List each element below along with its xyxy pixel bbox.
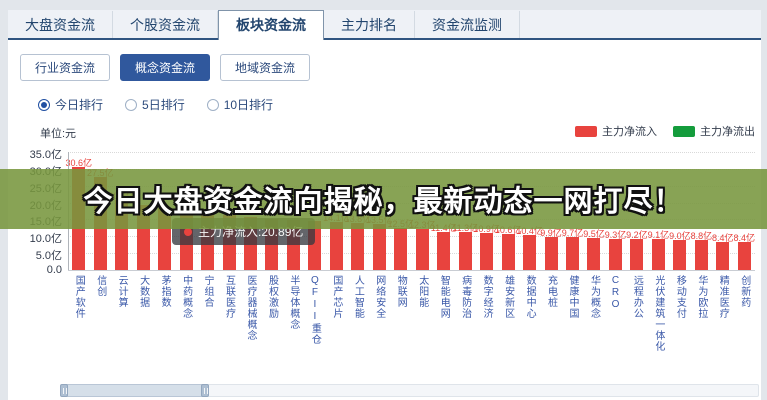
bar-数据中心[interactable] (523, 235, 536, 270)
bar-value-label: 8.4亿 (712, 231, 734, 244)
x-axis-category-label: 信创 (95, 275, 106, 297)
x-axis-category-label: 太阳能 (417, 275, 428, 308)
period-label: 5日排行 (142, 96, 185, 113)
bar-数字经济[interactable] (480, 233, 493, 270)
x-axis-category-label: 医疗器械概念 (245, 275, 256, 341)
x-axis-category-label: 股权激励 (266, 275, 277, 319)
x-axis-category-label: 雄安新区 (503, 275, 514, 319)
x-axis-line (68, 270, 755, 271)
y-axis-tick-label: 5.0亿 (16, 247, 62, 263)
bar-value-label: 9.0亿 (669, 229, 691, 242)
bar-CRO[interactable] (609, 239, 622, 270)
x-axis-category-label: 远程办公 (631, 275, 642, 319)
sub-tab-1[interactable]: 行业资金流 (20, 54, 110, 81)
bar-物联网[interactable] (394, 228, 407, 270)
chart-unit-label: 单位:元 (40, 125, 76, 141)
datazoom-right-handle-icon[interactable] (201, 384, 209, 397)
bar-健康中国[interactable] (566, 237, 579, 270)
main-tab-5[interactable]: 资金流监测 (415, 11, 520, 39)
x-axis-category-label: 充电桩 (546, 275, 557, 308)
bar-病毒防治[interactable] (459, 232, 472, 270)
bar-人工智能[interactable] (351, 223, 364, 270)
radio-icon[interactable] (38, 99, 50, 111)
sub-tab-2[interactable]: 概念资金流 (120, 54, 210, 81)
promo-banner-text: 今日大盘资金流向揭秘，最新动态一网打尽！ (83, 178, 683, 220)
bar-光伏建筑一体化[interactable] (652, 239, 665, 270)
promo-banner-overlay: 今日大盘资金流向揭秘，最新动态一网打尽！ (0, 169, 767, 229)
period-label: 今日排行 (55, 96, 103, 113)
x-axis-category-label: QFII重仓 (309, 275, 320, 345)
bar-华为概念[interactable] (587, 238, 600, 270)
datazoom-window[interactable] (63, 384, 206, 397)
x-axis-category-label: 网络安全 (374, 275, 385, 319)
radio-icon[interactable] (125, 99, 137, 111)
x-axis-category-label: 国产芯片 (331, 275, 342, 319)
x-axis-category-label: 半导体概念 (288, 275, 299, 330)
bar-雄安新区[interactable] (502, 234, 515, 270)
x-axis-category-label: 创新药 (739, 275, 750, 308)
bar-国产芯片[interactable] (330, 222, 343, 270)
x-axis-category-label: 移动支付 (674, 275, 685, 319)
main-tab-3[interactable]: 板块资金流 (218, 10, 324, 40)
gridline (68, 152, 755, 153)
bar-华为欧拉[interactable] (695, 240, 708, 270)
bar-value-label: 9.3亿 (605, 228, 627, 241)
subnav-tabs: 行业资金流概念资金流地域资金流 (20, 54, 320, 81)
x-axis-category-label: 云计算 (116, 275, 127, 308)
bar-创新药[interactable] (738, 242, 751, 270)
legend-label: 主力净流出 (700, 123, 755, 139)
x-axis-category-label: 茅指数 (159, 275, 170, 308)
main-tab-2[interactable]: 个股资金流 (113, 11, 218, 39)
period-option-1[interactable]: 今日排行 (38, 96, 103, 113)
y-axis-tick-label: 10.0亿 (16, 230, 62, 246)
datazoom-scrollbar[interactable] (62, 384, 759, 397)
x-axis-category-label: 互联医疗 (224, 275, 235, 319)
x-axis-category-label: 智能电网 (438, 275, 449, 319)
x-axis-category-label: 人工智能 (352, 275, 363, 319)
period-label: 10日排行 (224, 96, 273, 113)
x-axis-category-label: 光伏建筑一体化 (653, 275, 664, 352)
bar-精准医疗[interactable] (716, 242, 729, 270)
bar-充电桩[interactable] (545, 237, 558, 270)
period-option-3[interactable]: 10日排行 (207, 96, 273, 113)
bar-网络安全[interactable] (373, 224, 386, 270)
sub-tab-3[interactable]: 地域资金流 (220, 54, 310, 81)
legend-swatch-icon (575, 126, 597, 137)
period-option-2[interactable]: 5日排行 (125, 96, 185, 113)
y-axis-tick-label: 35.0亿 (16, 146, 62, 162)
x-axis-category-label: 数据中心 (524, 275, 535, 319)
bar-value-label: 8.4亿 (734, 231, 756, 244)
legend-item-1[interactable]: 主力净流入 (575, 123, 657, 139)
bar-太阳能[interactable] (416, 229, 429, 270)
bar-智能电网[interactable] (437, 232, 450, 270)
x-axis-category-label: CRO (610, 275, 621, 311)
main-tab-1[interactable]: 大盘资金流 (8, 11, 113, 39)
chart-legend: 主力净流入 主力净流出 (559, 123, 755, 140)
x-axis-category-label: 宁组合 (202, 275, 213, 308)
period-filter: 今日排行 5日排行 10日排行 (38, 96, 295, 114)
x-axis-category-label: 物联网 (395, 275, 406, 308)
radio-icon[interactable] (207, 99, 219, 111)
legend-swatch-icon (673, 126, 695, 137)
legend-label: 主力净流入 (602, 123, 657, 139)
main-tab-bar: 大盘资金流个股资金流板块资金流主力排名资金流监测 (8, 10, 761, 40)
bar-移动支付[interactable] (673, 240, 686, 270)
datazoom-left-handle-icon[interactable] (60, 384, 68, 397)
bar-value-label: 9.1亿 (648, 228, 670, 241)
y-axis-tick-label: 0.0 (16, 264, 62, 276)
bar-value-label: 9.2亿 (626, 228, 648, 241)
x-axis-category-label: 华为概念 (588, 275, 599, 319)
bar-远程办公[interactable] (630, 239, 643, 270)
x-axis-category-label: 健康中国 (567, 275, 578, 319)
main-tab-4[interactable]: 主力排名 (324, 11, 415, 39)
x-axis-category-label: 精准医疗 (717, 275, 728, 319)
x-axis-category-label: 大数据 (138, 275, 149, 308)
x-axis-category-label: 国产软件 (73, 275, 84, 319)
x-axis-category-label: 病毒防治 (460, 275, 471, 319)
x-axis-category-label: 华为欧拉 (696, 275, 707, 319)
legend-item-2[interactable]: 主力净流出 (673, 123, 755, 139)
x-axis-category-label: 中药概念 (181, 275, 192, 319)
x-axis-category-label: 数字经济 (481, 275, 492, 319)
bar-value-label: 8.8亿 (691, 229, 713, 242)
